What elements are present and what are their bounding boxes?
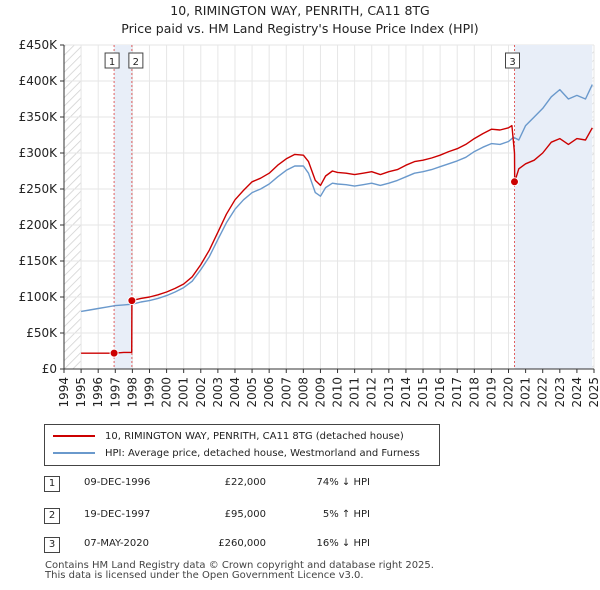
y-tick-label: £300K bbox=[19, 146, 59, 160]
x-tick-label: 1995 bbox=[74, 377, 88, 408]
x-tick-label: 2014 bbox=[399, 377, 413, 408]
sale-row: 1 09-DEC-1996 £22,000 74% ↓ HPI bbox=[44, 476, 444, 492]
sale-label-box bbox=[128, 52, 144, 69]
sale-period-band bbox=[114, 45, 132, 369]
x-tick-label: 1994 bbox=[57, 377, 71, 408]
sale-point bbox=[510, 177, 519, 187]
sale-number-badge: 3 bbox=[44, 537, 60, 553]
legend-property-label: 10, RIMINGTON WAY, PENRITH, CA11 8TG (de… bbox=[105, 430, 404, 442]
y-tick-label: £350K bbox=[19, 110, 59, 124]
x-tick-label: 2013 bbox=[382, 377, 396, 408]
sale-price: £95,000 bbox=[224, 509, 266, 520]
x-tick-label: 2001 bbox=[177, 377, 191, 408]
x-tick-label: 2019 bbox=[484, 377, 498, 408]
x-tick-label: 2021 bbox=[519, 377, 533, 408]
post-data-hatch bbox=[592, 45, 594, 369]
x-tick-label: 2020 bbox=[502, 377, 516, 408]
sale-hpi-diff: 16% ↓ HPI bbox=[316, 538, 370, 549]
x-tick-label: 2010 bbox=[331, 377, 345, 408]
sale-number-badge: 2 bbox=[44, 508, 60, 524]
x-tick-label: 2025 bbox=[587, 377, 600, 408]
sale-date: 09-DEC-1996 bbox=[84, 477, 151, 488]
legend-item-property: 10, RIMINGTON WAY, PENRITH, CA11 8TG (de… bbox=[53, 428, 404, 444]
sale-label-number: 1 bbox=[109, 57, 115, 68]
sale-label-number: 2 bbox=[133, 57, 139, 68]
legend-property-swatch bbox=[53, 435, 95, 437]
sale-date: 07-MAY-2020 bbox=[84, 538, 150, 549]
sale-hpi-diff: 74% ↓ HPI bbox=[316, 477, 370, 488]
x-tick-label: 2006 bbox=[262, 377, 276, 408]
legend-hpi-label: HPI: Average price, detached house, West… bbox=[105, 447, 420, 459]
x-tick-label: 2005 bbox=[245, 377, 259, 408]
chart-title: 10, RIMINGTON WAY, PENRITH, CA11 8TG bbox=[170, 3, 430, 18]
x-tick-label: 2024 bbox=[570, 377, 584, 408]
sale-date: 19-DEC-1997 bbox=[84, 509, 151, 520]
x-tick-label: 1997 bbox=[108, 377, 122, 408]
y-tick-label: £250K bbox=[19, 182, 59, 196]
sale-hpi-diff: 5% ↑ HPI bbox=[322, 509, 370, 520]
price-chart: 10, RIMINGTON WAY, PENRITH, CA11 8TG Pri… bbox=[19, 3, 600, 408]
x-tick-label: 2016 bbox=[433, 377, 447, 408]
x-tick-label: 2008 bbox=[296, 377, 310, 408]
x-tick-label: 2002 bbox=[194, 377, 208, 408]
sale-point bbox=[109, 348, 119, 358]
x-tick-label: 2017 bbox=[450, 377, 464, 408]
x-tick-label: 2011 bbox=[348, 377, 362, 408]
series-line bbox=[80, 84, 593, 313]
y-tick-label: £150K bbox=[19, 254, 59, 268]
y-tick-label: £450K bbox=[19, 38, 59, 52]
x-tick-label: 2012 bbox=[365, 377, 379, 408]
pre-data-hatch bbox=[64, 45, 82, 369]
sale-row: 2 19-DEC-1997 £95,000 5% ↑ HPI bbox=[44, 508, 444, 524]
chart-legend: 10, RIMINGTON WAY, PENRITH, CA11 8TG (de… bbox=[44, 424, 440, 466]
series-line bbox=[81, 124, 593, 354]
y-tick-label: £200K bbox=[19, 218, 59, 232]
x-tick-label: 2022 bbox=[536, 377, 550, 408]
legend-item-hpi: HPI: Average price, detached house, West… bbox=[53, 445, 420, 461]
x-tick-label: 1999 bbox=[142, 377, 156, 408]
x-tick-label: 2015 bbox=[416, 377, 430, 408]
y-tick-label: £400K bbox=[19, 74, 59, 88]
y-tick-label: £50K bbox=[26, 326, 58, 340]
legend-hpi-swatch bbox=[53, 452, 95, 454]
attribution-line-1: Contains HM Land Registry data © Crown c… bbox=[45, 560, 434, 571]
sale-price: £22,000 bbox=[224, 477, 266, 488]
y-tick-label: £100K bbox=[19, 290, 59, 304]
x-tick-label: 2018 bbox=[467, 377, 481, 408]
x-tick-label: 1998 bbox=[125, 377, 139, 408]
sale-price: £260,000 bbox=[218, 538, 266, 549]
sale-number-badge: 1 bbox=[44, 476, 60, 492]
x-tick-label: 2007 bbox=[279, 377, 293, 408]
x-tick-label: 2023 bbox=[553, 377, 567, 408]
x-tick-label: 2000 bbox=[160, 377, 174, 408]
plot-area bbox=[64, 45, 594, 369]
attribution-line-2: This data is licensed under the Open Gov… bbox=[45, 570, 364, 581]
attribution-footer: Contains HM Land Registry data © Crown c… bbox=[45, 561, 434, 581]
sale-label-box bbox=[505, 52, 520, 69]
y-tick-label: £0 bbox=[42, 362, 57, 376]
sale-label-box bbox=[104, 52, 120, 69]
x-tick-label: 2004 bbox=[228, 377, 242, 408]
sale-period-band bbox=[514, 45, 593, 369]
sale-point bbox=[127, 296, 137, 306]
x-tick-label: 2009 bbox=[313, 377, 327, 408]
x-tick-label: 2003 bbox=[211, 377, 225, 408]
sale-row: 3 07-MAY-2020 £260,000 16% ↓ HPI bbox=[44, 537, 444, 553]
chart-subtitle: Price paid vs. HM Land Registry's House … bbox=[121, 21, 478, 36]
sale-label-number: 3 bbox=[509, 57, 515, 68]
x-tick-label: 1996 bbox=[91, 377, 105, 408]
